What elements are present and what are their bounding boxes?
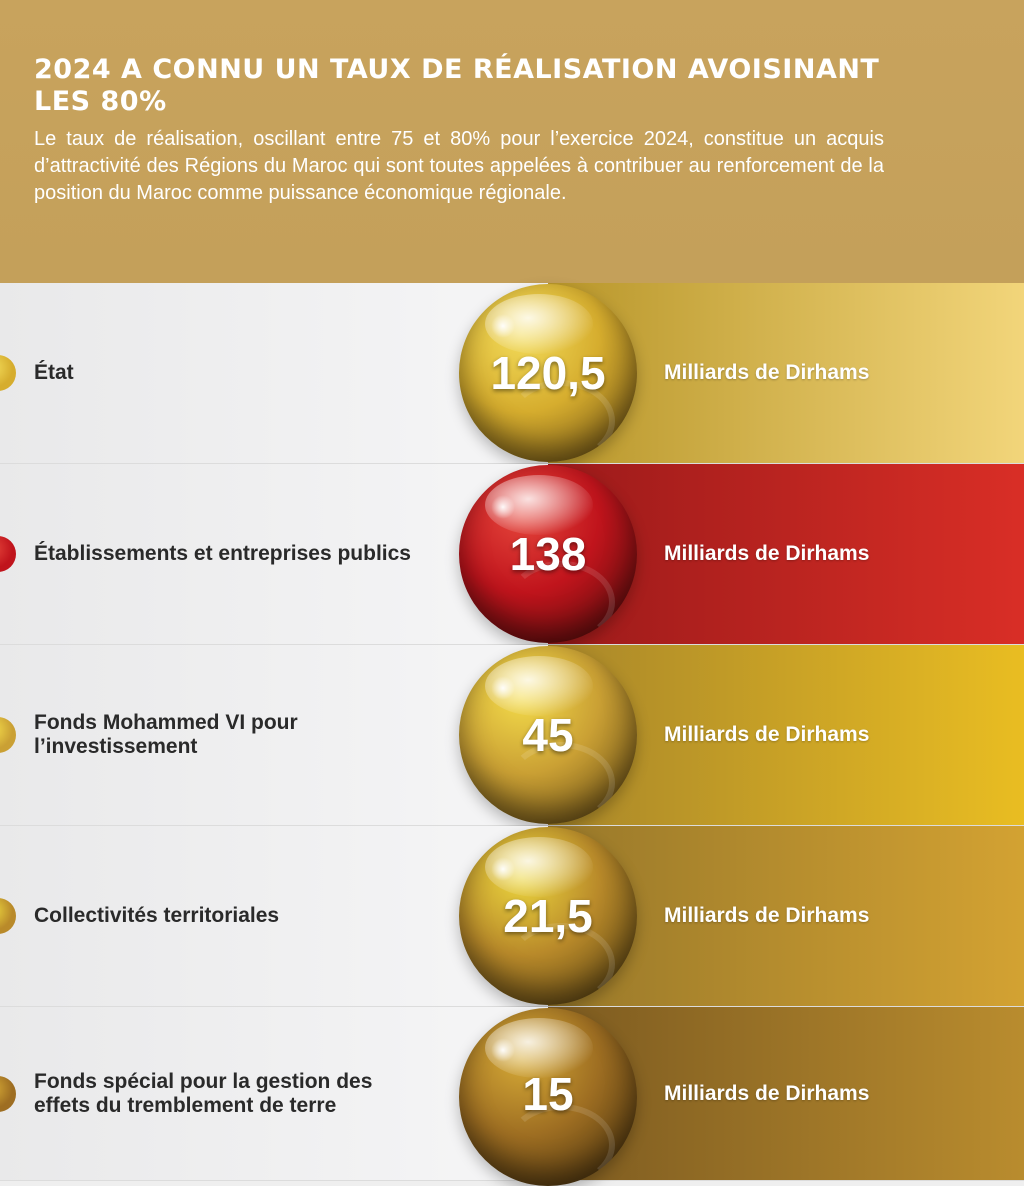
row-value: 45 [522, 709, 574, 761]
row-unit: Milliards de Dirhams [664, 904, 870, 927]
row-value: 15 [522, 1067, 574, 1120]
row-value: 138 [509, 528, 587, 580]
row-unit: Milliards de Dirhams [664, 1081, 870, 1105]
funding-row-eep: Établissements et entreprises publics 13… [0, 464, 1024, 645]
row-unit: Milliards de Dirhams [664, 542, 870, 565]
row-unit: Milliards de Dirhams [664, 723, 870, 746]
funding-row-etat: État 120,5 Milliards de Dirhams [0, 283, 1024, 464]
bullet-icon [0, 898, 16, 934]
sphere-icon [459, 465, 637, 643]
funding-rows: État 120,5 Milliards de Dirhams Établiss… [0, 283, 1024, 1186]
row-label: Collectivités territoriales [34, 904, 280, 927]
bullet-icon [0, 355, 16, 391]
page-title: 2024 A CONNU UN TAUX DE RÉALISATION AVOI… [34, 54, 880, 117]
intro-paragraph: Le taux de réalisation, oscillant entre … [34, 128, 884, 204]
bullet-icon [0, 717, 16, 753]
row-value: 120,5 [490, 347, 606, 399]
sphere-icon [459, 284, 637, 462]
sphere-icon [459, 827, 637, 1005]
sphere-icon [459, 646, 637, 824]
bullet-icon [0, 1075, 16, 1112]
header-banner: 2024 A CONNU UN TAUX DE RÉALISATION AVOI… [0, 0, 1024, 283]
funding-row-collectivites: Collectivités territoriales 21,5 Milliar… [0, 826, 1024, 1007]
row-unit: Milliards de Dirhams [664, 361, 870, 384]
sphere-icon [459, 1008, 637, 1186]
row-label: Établissements et entreprises publics [34, 542, 411, 565]
row-value: 21,5 [503, 890, 593, 942]
row-label: Fonds Mohammed VI pour l’investissement [34, 711, 298, 758]
funding-row-fonds-mohammed-vi: Fonds Mohammed VI pour l’investissement … [0, 645, 1024, 826]
row-label: État [34, 361, 74, 384]
funding-row-fonds-special: Fonds spécial pour la gestion des effets… [0, 1007, 1024, 1186]
bullet-icon [0, 536, 16, 572]
row-label: Fonds spécial pour la gestion des effets… [34, 1069, 373, 1117]
